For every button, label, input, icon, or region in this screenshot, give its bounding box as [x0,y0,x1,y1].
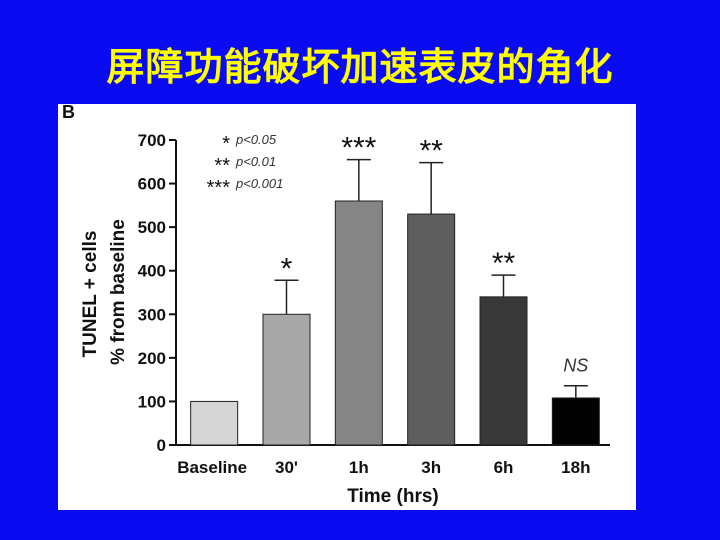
bar-chart: 0 100 200 300 400 500 600 700 TUNEL + cells % fro… [80,131,610,507]
y-axis-label-line2: % from baseline [108,219,129,365]
y-tick-label: 100 [138,392,166,411]
x-tick-label: Baseline [177,458,247,477]
slide-title: 屏障功能破坏加速表皮的角化 [106,45,614,89]
bar [551,397,600,446]
y-tick-label: 200 [138,349,166,368]
legend-text: p<0.001 [235,176,283,191]
legend-symbol: ** [214,155,230,177]
legend-symbol: *** [207,177,231,199]
panel-label: B [62,102,75,122]
y-tick-label: 400 [138,262,166,281]
y-axis-label: TUNEL + cells [80,231,101,358]
y-tick-label: 500 [138,218,166,237]
legend-text: p<0.01 [235,154,276,169]
significance-label: ** [419,135,443,168]
x-axis-label: Time (hrs) [347,486,439,507]
x-tick-label: 3h [421,458,441,477]
x-tick-label: 6h [494,458,514,477]
legend-symbol: * [222,133,230,155]
legend-text: p<0.05 [235,132,277,147]
significance-label: *** [341,132,376,165]
significance-label: NS [563,356,588,376]
x-tick-label: 1h [349,458,369,477]
bar [334,200,383,446]
bar [190,400,239,446]
bar [262,313,311,446]
y-tick-label: 600 [138,175,166,194]
y-tick-label: 700 [138,131,166,150]
y-tick-label: 300 [138,305,166,324]
bar [407,213,456,446]
chart-figure: B 0 100 200 300 400 500 600 700 TUNEL + cells % f… [58,102,636,510]
significance-label: ** [492,247,516,280]
y-tick-label: 0 [157,436,166,455]
x-tick-label: 18h [561,458,590,477]
bar [479,296,528,446]
significance-label: * [281,252,293,285]
x-tick-label: 30' [275,458,298,477]
